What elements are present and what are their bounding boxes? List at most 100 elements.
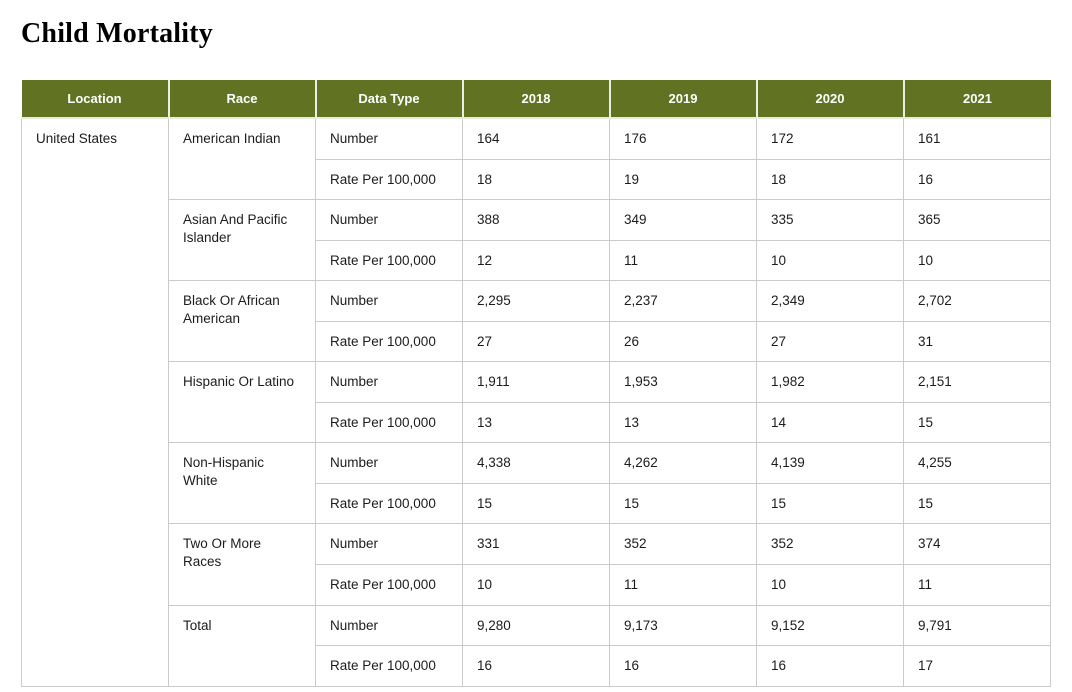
value-cell-2019-asian-and-pacific-islander-number: 349 xyxy=(609,199,757,241)
table-row: Two Or More Races Number 331 352 352 374 xyxy=(22,523,1051,606)
value-cell-2018-total-number: 9,280 xyxy=(462,604,610,647)
table-row: Rate Per 100,000 15 15 15 15 xyxy=(22,482,1051,525)
table-row: Non-Hispanic White Number 4,338 4,262 4,139 4… xyxy=(22,442,1051,525)
value-cell-2020-american-indian-rate: 18 xyxy=(756,158,904,201)
data-type-cell: Rate Per 100,000 xyxy=(315,645,463,687)
table-row: Rate Per 100,000 27 26 27 31 xyxy=(22,320,1051,363)
value-cell-2021-non-hispanic-white-number: 4,255 xyxy=(903,442,1051,484)
value-cell-2019-black-or-african-american-rate: 26 xyxy=(609,320,757,363)
value-cell-2021-black-or-african-american-number: 2,702 xyxy=(903,280,1051,322)
value-cell-2021-non-hispanic-white-rate: 15 xyxy=(903,482,1051,525)
value-cell-2018-hispanic-or-latino-number: 1,911 xyxy=(462,361,610,403)
table-row: Black Or African American Number 2,295 2,23… xyxy=(22,280,1051,363)
value-cell-2018-hispanic-or-latino-rate: 13 xyxy=(462,401,610,444)
race-cell-total: Total xyxy=(168,604,316,687)
data-type-cell: Number xyxy=(315,442,463,484)
table-row: Rate Per 100,000 13 13 14 15 xyxy=(22,401,1051,444)
value-cell-2020-total-number: 9,152 xyxy=(756,604,904,647)
value-cell-2018-american-indian-rate: 18 xyxy=(462,158,610,201)
value-cell-2019-two-or-more-races-number: 352 xyxy=(609,523,757,566)
data-type-cell: Number xyxy=(315,280,463,322)
value-cell-2020-asian-and-pacific-islander-rate: 10 xyxy=(756,239,904,282)
value-cell-2020-asian-and-pacific-islander-number: 335 xyxy=(756,199,904,241)
column-header-2018: 2018 xyxy=(461,80,610,119)
data-type-cell: Rate Per 100,000 xyxy=(315,158,463,201)
column-header-2019: 2019 xyxy=(608,80,757,119)
value-cell-2021-asian-and-pacific-islander-rate: 10 xyxy=(903,239,1051,282)
column-header-2020: 2020 xyxy=(755,80,904,119)
data-type-cell: Number xyxy=(315,117,463,160)
value-cell-2020-non-hispanic-white-rate: 15 xyxy=(756,482,904,525)
value-cell-2019-total-rate: 16 xyxy=(609,645,757,687)
value-cell-2020-hispanic-or-latino-rate: 14 xyxy=(756,401,904,444)
value-cell-2018-asian-and-pacific-islander-rate: 12 xyxy=(462,239,610,282)
race-cell-hispanic-or-latino: Hispanic Or Latino xyxy=(168,361,316,444)
data-type-cell: Number xyxy=(315,361,463,403)
value-cell-2021-american-indian-number: 161 xyxy=(903,117,1051,160)
value-cell-2019-total-number: 9,173 xyxy=(609,604,757,647)
value-cell-2018-black-or-african-american-rate: 27 xyxy=(462,320,610,363)
data-type-cell: Rate Per 100,000 xyxy=(315,320,463,363)
race-cell-american-indian: American Indian xyxy=(168,117,316,201)
value-cell-2019-black-or-african-american-number: 2,237 xyxy=(609,280,757,322)
value-cell-2021-black-or-african-american-rate: 31 xyxy=(903,320,1051,363)
value-cell-2021-total-rate: 17 xyxy=(903,645,1051,687)
table-row: Hispanic Or Latino Number 1,911 1,953 1,982 2… xyxy=(22,361,1051,444)
value-cell-2020-black-or-african-american-number: 2,349 xyxy=(756,280,904,322)
data-type-cell: Number xyxy=(315,604,463,647)
data-type-cell: Rate Per 100,000 xyxy=(315,482,463,525)
table-body: United States American Indian Number 164 176… xyxy=(21,117,1051,687)
column-header-location: Location xyxy=(21,80,169,119)
child-mortality-table: Location Race Data Type 2018 2019 2020 2021 Un… xyxy=(21,80,1051,687)
race-cell-black-or-african-american: Black Or African American xyxy=(168,280,316,363)
data-type-cell: Rate Per 100,000 xyxy=(315,401,463,444)
value-cell-2020-two-or-more-races-number: 352 xyxy=(756,523,904,566)
value-cell-2019-american-indian-rate: 19 xyxy=(609,158,757,201)
value-cell-2019-two-or-more-races-rate: 11 xyxy=(609,564,757,606)
value-cell-2019-non-hispanic-white-number: 4,262 xyxy=(609,442,757,484)
value-cell-2020-total-rate: 16 xyxy=(756,645,904,687)
table-header: Location Race Data Type 2018 2019 2020 2021 xyxy=(21,80,1051,119)
value-cell-2020-two-or-more-races-rate: 10 xyxy=(756,564,904,606)
value-cell-2021-two-or-more-races-rate: 11 xyxy=(903,564,1051,606)
table-row: Rate Per 100,000 16 16 16 17 xyxy=(22,645,1051,687)
value-cell-2018-american-indian-number: 164 xyxy=(462,117,610,160)
value-cell-2021-two-or-more-races-number: 374 xyxy=(903,523,1051,566)
value-cell-2021-total-number: 9,791 xyxy=(903,604,1051,647)
table-row: Asian And Pacific Islander Number 388 349 33… xyxy=(22,199,1051,282)
value-cell-2018-total-rate: 16 xyxy=(462,645,610,687)
value-cell-2018-two-or-more-races-rate: 10 xyxy=(462,564,610,606)
table-row: Total Number 9,280 9,173 9,152 9,791 xyxy=(22,604,1051,687)
value-cell-2021-hispanic-or-latino-rate: 15 xyxy=(903,401,1051,444)
column-header-race: Race xyxy=(167,80,316,119)
race-cell-two-or-more-races: Two Or More Races xyxy=(168,523,316,606)
value-cell-2020-black-or-african-american-rate: 27 xyxy=(756,320,904,363)
data-type-cell: Rate Per 100,000 xyxy=(315,564,463,606)
table-row: Rate Per 100,000 18 19 18 16 xyxy=(22,158,1051,201)
value-cell-2019-american-indian-number: 176 xyxy=(609,117,757,160)
table-row: United States American Indian Number 164 176… xyxy=(21,117,1051,687)
value-cell-2021-asian-and-pacific-islander-number: 365 xyxy=(903,199,1051,241)
column-header-2021: 2021 xyxy=(902,80,1051,119)
data-type-cell: Number xyxy=(315,523,463,566)
header-row: Location Race Data Type 2018 2019 2020 2021 xyxy=(21,80,1051,119)
value-cell-2019-hispanic-or-latino-rate: 13 xyxy=(609,401,757,444)
value-cell-2019-asian-and-pacific-islander-rate: 11 xyxy=(609,239,757,282)
location-cell: United States xyxy=(21,117,169,687)
value-cell-2018-asian-and-pacific-islander-number: 388 xyxy=(462,199,610,241)
page-title: Child Mortality xyxy=(21,18,213,49)
data-type-cell: Rate Per 100,000 xyxy=(315,239,463,282)
value-cell-2018-two-or-more-races-number: 331 xyxy=(462,523,610,566)
data-type-cell: Number xyxy=(315,199,463,241)
value-cell-2018-non-hispanic-white-rate: 15 xyxy=(462,482,610,525)
value-cell-2019-hispanic-or-latino-number: 1,953 xyxy=(609,361,757,403)
value-cell-2019-non-hispanic-white-rate: 15 xyxy=(609,482,757,525)
value-cell-2018-non-hispanic-white-number: 4,338 xyxy=(462,442,610,484)
value-cell-2020-non-hispanic-white-number: 4,139 xyxy=(756,442,904,484)
table-row: Rate Per 100,000 10 11 10 11 xyxy=(22,564,1051,606)
race-cell-asian-and-pacific-islander: Asian And Pacific Islander xyxy=(168,199,316,282)
value-cell-2020-american-indian-number: 172 xyxy=(756,117,904,160)
column-header-data-type: Data Type xyxy=(314,80,463,119)
table-row: Rate Per 100,000 12 11 10 10 xyxy=(22,239,1051,282)
